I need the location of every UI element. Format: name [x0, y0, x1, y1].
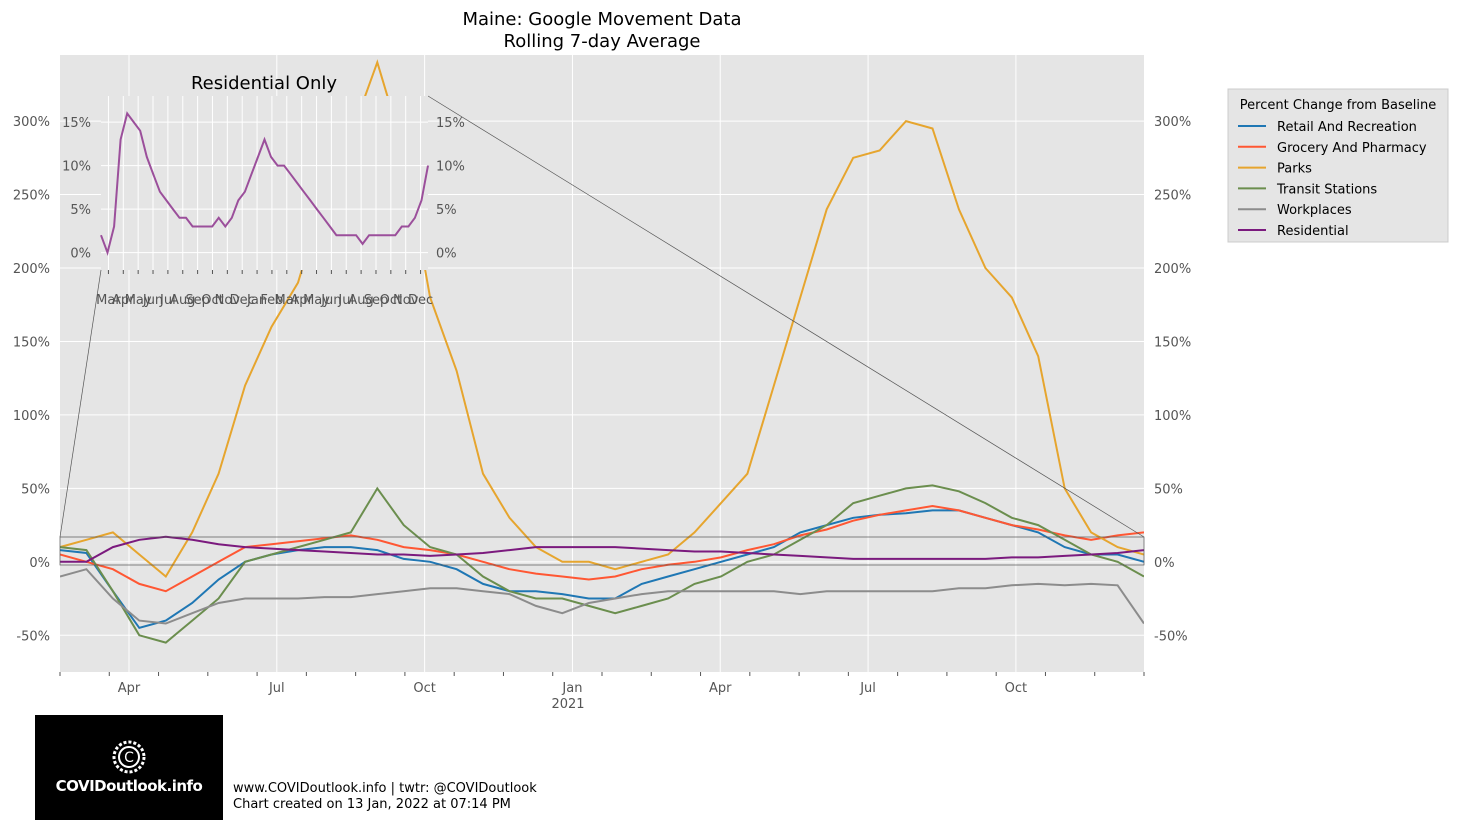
x-year-label: 2021 — [551, 697, 584, 712]
chart-title: Maine: Google Movement Data — [462, 9, 741, 30]
inset-x-tick-label: Nov — [215, 293, 241, 308]
legend-title: Percent Change from Baseline — [1240, 98, 1436, 113]
x-tick-label: Jan — [561, 681, 582, 696]
legend: Percent Change from Baseline Retail And … — [1227, 88, 1449, 243]
y-tick-label: -50% — [1154, 629, 1188, 644]
footer-line-1: www.COVIDoutlook.info | twtr: @COVIDoutl… — [233, 781, 537, 796]
covidoutlook-logo: C COVIDoutlook.info — [35, 715, 223, 820]
legend-label: Workplaces — [1277, 203, 1352, 218]
inset-y-tick-label: 15% — [62, 116, 91, 131]
zoom-connector-left — [59, 269, 102, 538]
legend-label: Transit Stations — [1276, 182, 1377, 197]
inset-y-tick-label: 5% — [436, 203, 457, 218]
inset-x-tick-labels: MarAprMayJunJulAugSepOctNovDecJanFebMarA… — [96, 270, 433, 308]
inset-x-tick-label: Jul — [159, 293, 176, 308]
series-line-transit-stations — [60, 484, 1144, 644]
x-tick-label: Jul — [268, 681, 285, 696]
copyright-icon: C — [112, 740, 146, 774]
zoom-connector-right — [427, 95, 1145, 538]
y-tick-label: 100% — [13, 409, 50, 424]
inset-x-tick-label: May — [125, 293, 152, 308]
inset-x-tick-label: Aug — [170, 293, 195, 308]
inset-y-tick-labels-left: 0% 5% 10% 15% — [62, 116, 91, 262]
chart-subtitle: Rolling 7-day Average — [504, 31, 701, 52]
inset-y-tick-label: 10% — [436, 160, 465, 175]
y-tick-label: 300% — [1154, 115, 1191, 130]
legend-box — [1227, 88, 1449, 243]
inset-y-tick-label: 5% — [70, 203, 91, 218]
y-tick-label: 300% — [13, 115, 50, 130]
inset-x-tick-label: Dec — [408, 293, 433, 308]
legend-label: Retail And Recreation — [1277, 120, 1417, 135]
y-tick-label: 0% — [1154, 556, 1175, 571]
inset-x-tick-label: Feb — [260, 293, 283, 308]
y-tick-label: 200% — [13, 262, 50, 277]
x-tick-label: Apr — [709, 681, 732, 696]
y-tick-labels-left: -50% 0% 50% 100% 150% 200% 250% 300% — [13, 115, 50, 644]
inset-grid — [101, 96, 428, 270]
y-tick-label: 250% — [1154, 189, 1191, 204]
inset-x-tick-label: Jan — [246, 293, 267, 308]
x-tick-labels: Apr Jul Oct Jan Apr Jul Oct — [59, 672, 1145, 696]
inset-x-tick-label: Nov — [393, 293, 419, 308]
y-tick-label: 100% — [1154, 409, 1191, 424]
series-line-workplaces — [60, 568, 1144, 625]
x-tick-label: Apr — [118, 681, 141, 696]
inset-title: Residential Only — [191, 73, 337, 94]
series-line-residential — [60, 535, 1144, 563]
footer-text: www.COVIDoutlook.info | twtr: @COVIDoutl… — [233, 781, 537, 813]
logo-text: COVIDoutlook.info — [55, 777, 203, 795]
inset-x-tick-label: Jun — [320, 293, 341, 308]
legend-label: Parks — [1277, 162, 1312, 177]
legend-label: Residential — [1277, 224, 1349, 239]
series-line-parks — [60, 59, 1144, 579]
inset-y-tick-label: 10% — [62, 160, 91, 175]
y-tick-label: 150% — [13, 335, 50, 350]
footer-line-2: Chart created on 13 Jan, 2022 at 07:14 P… — [233, 797, 511, 812]
inset-x-tick-label: Dec — [230, 293, 255, 308]
x-tick-label: Jul — [859, 681, 876, 696]
x-tick-label: Oct — [1005, 681, 1027, 696]
inset-x-tick-label: Aug — [348, 293, 373, 308]
y-tick-label: 250% — [13, 189, 50, 204]
inset-x-tick-label: Mar — [275, 293, 300, 308]
zoom-box — [59, 536, 1145, 566]
inset-x-tick-label: Jun — [142, 293, 163, 308]
inset-x-tick-label: Mar — [96, 293, 121, 308]
y-tick-label: 200% — [1154, 262, 1191, 277]
inset-y-tick-label: 0% — [70, 247, 91, 262]
inset-y-tick-label: 0% — [436, 247, 457, 262]
inset-x-tick-label: Oct — [201, 293, 223, 308]
legend-items: Retail And Recreation Grocery And Pharmac… — [1238, 120, 1427, 239]
inset-plot-area — [101, 96, 428, 270]
inset-y-tick-labels-right: 0% 5% 10% 15% — [436, 116, 465, 262]
y-tick-labels-right: -50% 0% 50% 100% 150% 200% 250% 300% — [1154, 115, 1191, 644]
inset-x-tick-label: Apr — [112, 293, 135, 308]
legend-label: Grocery And Pharmacy — [1277, 141, 1427, 156]
inset-x-tick-label: Jul — [337, 293, 354, 308]
inset-series-line-residential — [100, 111, 429, 256]
inset-series — [100, 111, 429, 256]
series-line-grocery-and-pharmacy — [60, 504, 1144, 593]
y-tick-label: 50% — [1154, 482, 1183, 497]
x-tick-label: Oct — [413, 681, 435, 696]
inset-x-tick-label: Sep — [185, 293, 210, 308]
y-tick-label: 150% — [1154, 335, 1191, 350]
y-tick-label: -50% — [16, 629, 50, 644]
inset-x-tick-label: Sep — [364, 293, 389, 308]
inset-x-tick-label: Apr — [290, 293, 313, 308]
y-tick-label: 0% — [29, 556, 50, 571]
inset-x-tick-label: May — [303, 293, 330, 308]
inset-y-tick-label: 15% — [436, 116, 465, 131]
inset-x-tick-label: Oct — [380, 293, 402, 308]
y-tick-label: 50% — [21, 482, 50, 497]
svg-text:C: C — [124, 750, 134, 766]
